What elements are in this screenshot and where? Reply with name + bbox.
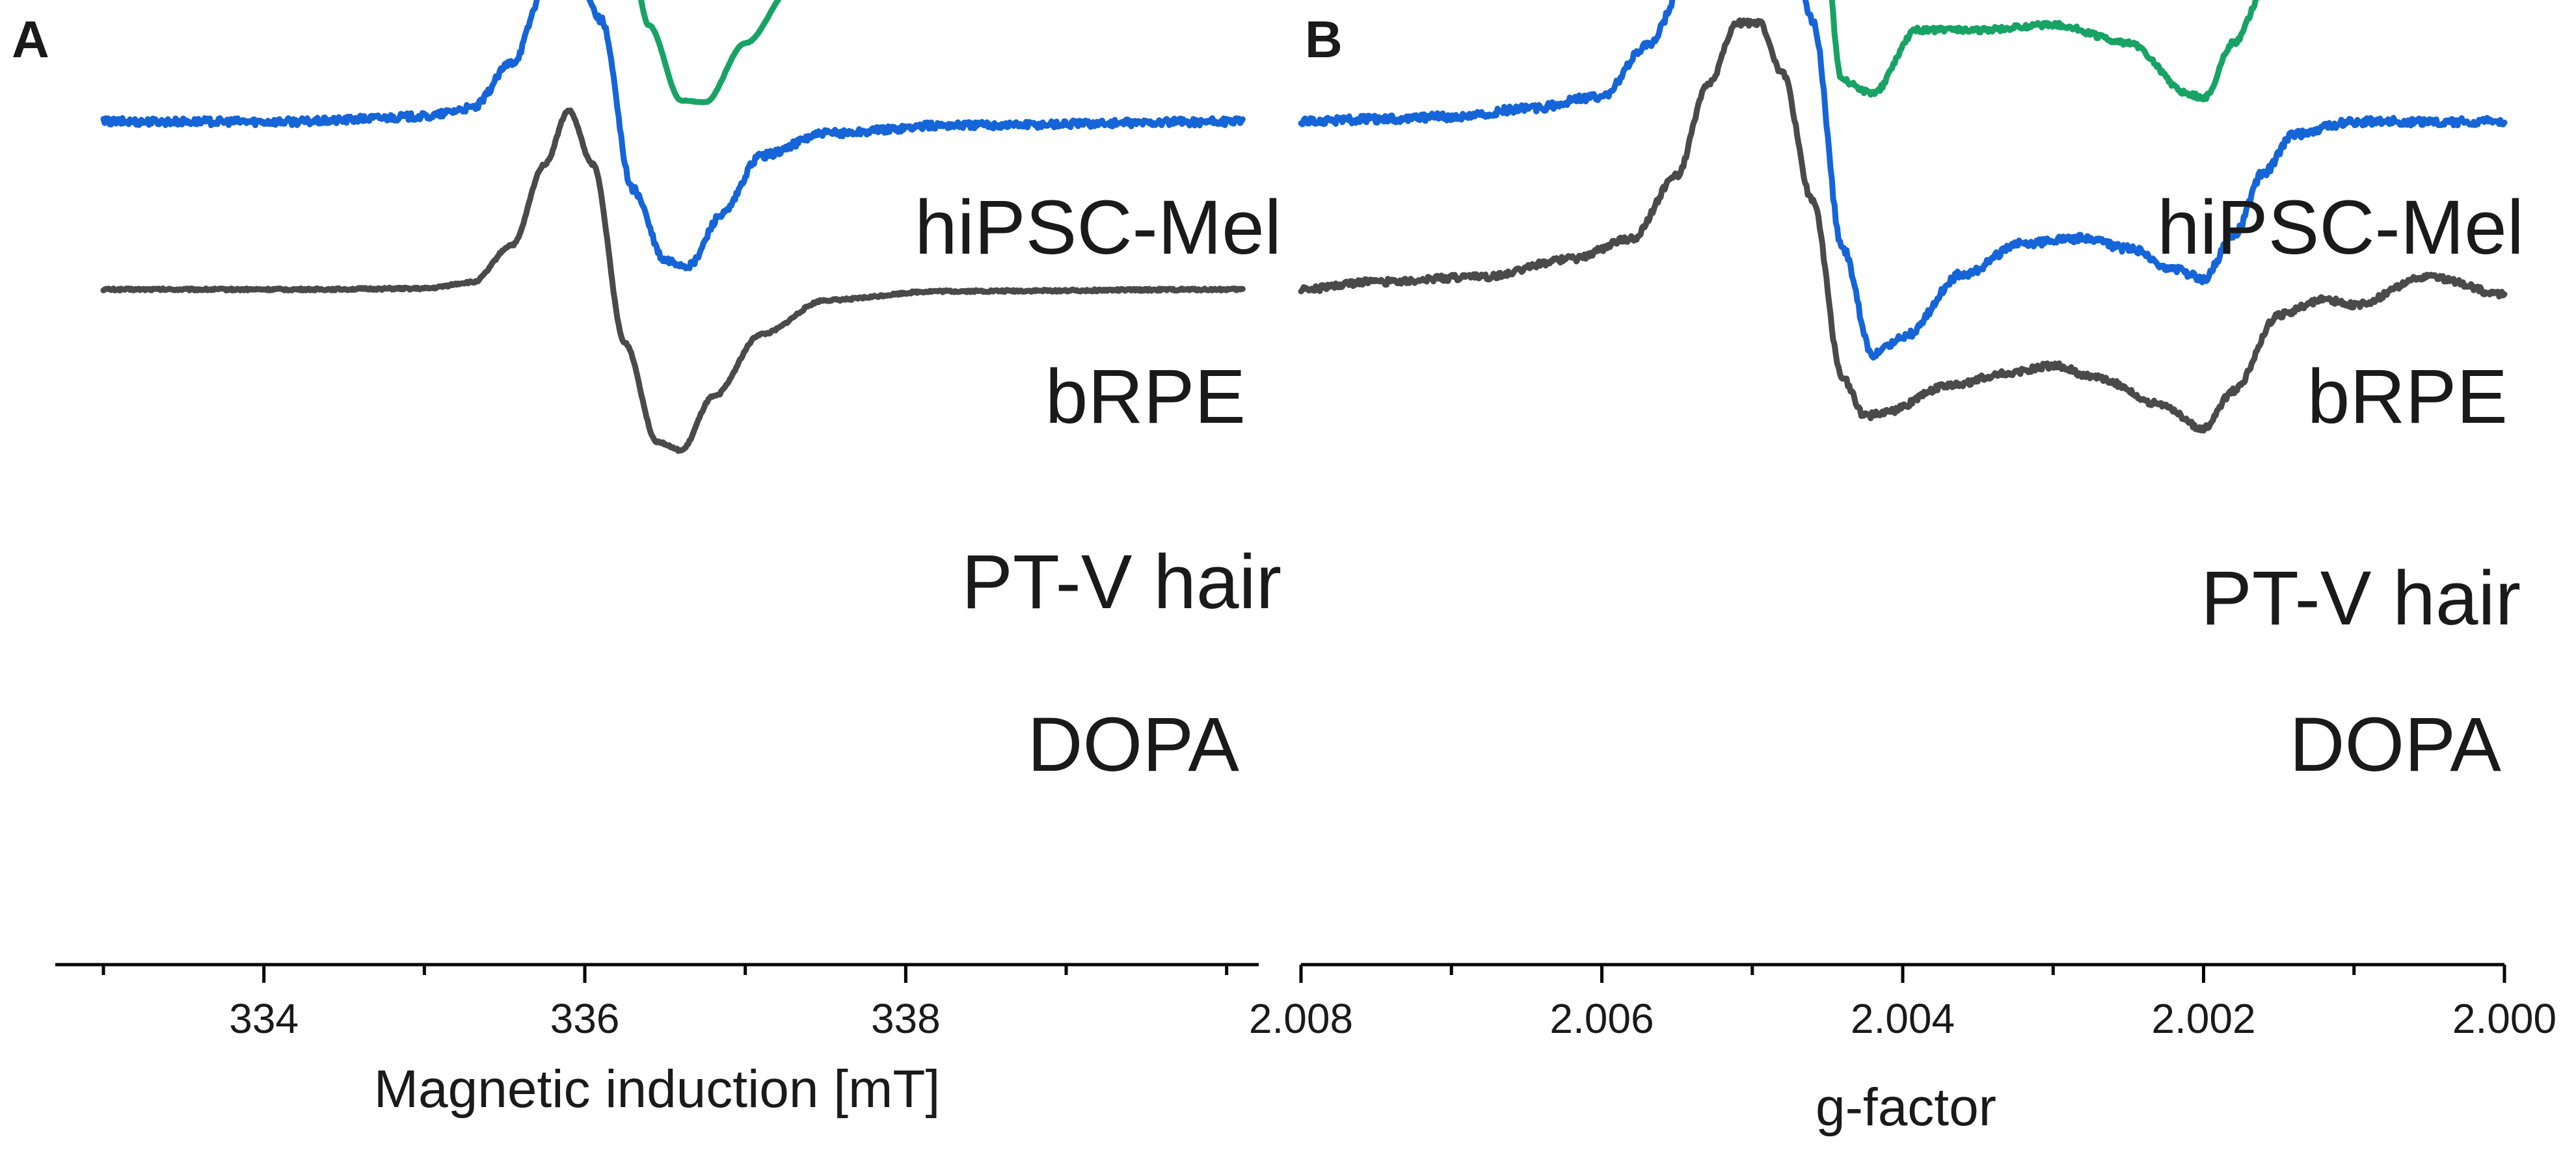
tick-label-b: 2.002	[2151, 995, 2255, 1042]
label-a-brpe: bRPE	[1045, 354, 1246, 440]
trace-b-brpe	[1298, 0, 2508, 361]
ticks-b: 2.008 2.006 2.004 2.002 2.000	[1249, 965, 2556, 1042]
trace-b-hipsc-mel	[1298, 17, 2508, 434]
tick-label-a: 338	[871, 995, 941, 1042]
label-b-brpe: bRPE	[2307, 354, 2508, 440]
ticks-a: 334 336 338	[101, 965, 1229, 1042]
traces-b	[1298, 0, 2508, 434]
trace-a-pt-v-hair	[638, 0, 782, 105]
label-a-dopa: DOPA	[1027, 702, 1239, 788]
trace-a-brpe	[100, 0, 1246, 271]
tick-label-b: 2.004	[1851, 995, 1955, 1042]
tick-label-b: 2.008	[1249, 995, 1353, 1042]
traces-a	[100, 0, 1246, 454]
panel-b-letter: B	[1305, 10, 1343, 68]
tick-label-a: 336	[550, 995, 620, 1042]
panel-a-letter: A	[12, 10, 49, 68]
tick-label-b: 2.000	[2452, 995, 2556, 1042]
tick-label-b: 2.006	[1550, 995, 1654, 1042]
panel-b: B hiPSC-Mel bRPE PT-V hair DOPA 2.008 2.0…	[1249, 0, 2556, 1137]
label-b-dopa: DOPA	[2289, 702, 2501, 788]
label-b-pt-v-hair: PT-V hair	[2201, 555, 2521, 641]
label-a-pt-v-hair: PT-V hair	[961, 539, 1281, 625]
tick-label-a: 334	[229, 995, 299, 1042]
panel-a: A hiPSC-Mel bRPE PT-V hair DOPA 334 336 33…	[12, 0, 1281, 1119]
label-b-hipsc-mel: hiPSC-Mel	[2157, 185, 2524, 271]
trace-b-pt-v-hair	[1829, 0, 2261, 103]
trace-a-hipsc-mel	[100, 107, 1246, 454]
label-a-hipsc-mel: hiPSC-Mel	[915, 185, 1281, 271]
x-axis-title-b: g-factor	[1816, 1078, 1996, 1137]
x-axis-title-a: Magnetic induction [mT]	[374, 1060, 941, 1119]
